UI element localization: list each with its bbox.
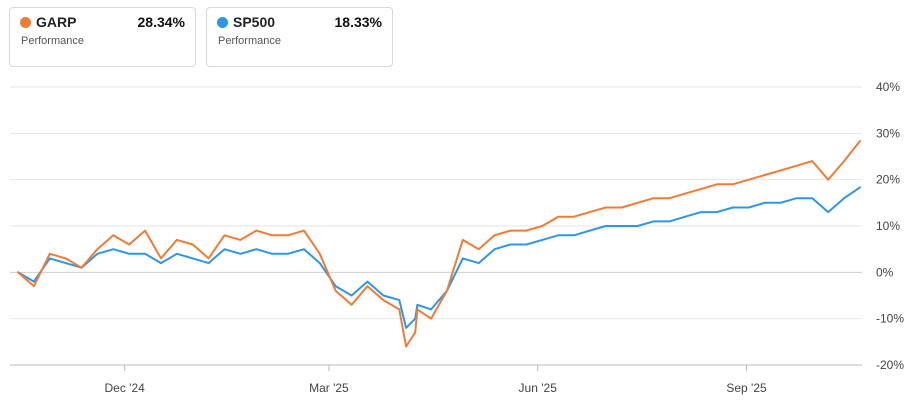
sp500-performance-value: 18.33%: [334, 14, 382, 30]
sp500-series-line: [17, 186, 861, 329]
sp500-performance-label: Performance: [218, 35, 281, 47]
y-tick-label: 20%: [876, 173, 900, 187]
sp500-ticker: SP500: [233, 14, 276, 30]
y-tick-label: -10%: [876, 312, 904, 326]
garp-performance-label: Performance: [21, 35, 84, 47]
sp500-series-dot: [217, 17, 228, 28]
garp-series-dot: [20, 17, 31, 28]
x-tick-label: Mar '25: [309, 381, 349, 395]
y-tick-label: -20%: [876, 358, 904, 372]
x-tick-label: Jun '25: [519, 381, 558, 395]
garp-series-line: [17, 140, 861, 348]
legend-card-garp[interactable]: GARP 28.34% Performance: [9, 7, 196, 67]
y-tick-label: 0%: [876, 265, 894, 279]
garp-performance-value: 28.34%: [137, 14, 185, 30]
x-tick-label: Dec '24: [105, 381, 146, 395]
legend-card-sp500[interactable]: SP500 18.33% Performance: [206, 7, 393, 67]
garp-ticker: GARP: [36, 14, 77, 30]
x-tick-label: Sep '25: [726, 381, 767, 395]
y-tick-label: 10%: [876, 219, 900, 233]
y-tick-label: 30%: [876, 126, 900, 140]
y-tick-label: 40%: [876, 80, 900, 94]
